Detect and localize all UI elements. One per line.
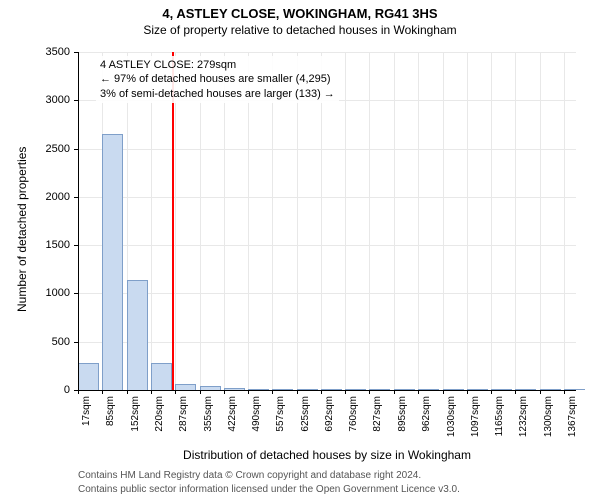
x-tick-label: 17sqm <box>81 396 92 426</box>
chart-subtitle: Size of property relative to detached ho… <box>0 21 600 37</box>
chart-title: 4, ASTLEY CLOSE, WOKINGHAM, RG41 3HS <box>0 0 600 21</box>
x-tick-label: 962sqm <box>421 396 432 432</box>
gridline-vertical <box>491 52 492 390</box>
x-tick-label: 1367sqm <box>567 396 578 437</box>
x-tick-label: 220sqm <box>154 396 165 432</box>
gridline-horizontal <box>78 293 576 294</box>
gridline-vertical <box>443 52 444 390</box>
y-tick-label: 1500 <box>30 239 70 251</box>
gridline-vertical <box>564 52 565 390</box>
x-tick-label: 1165sqm <box>494 396 505 436</box>
annot-line-3: 3% of semi-detached houses are larger (1… <box>100 87 335 101</box>
gridline-vertical <box>515 52 516 390</box>
x-axis-label: Distribution of detached houses by size … <box>78 448 576 462</box>
histogram-bar <box>127 280 148 390</box>
y-tick-label: 2500 <box>30 143 70 155</box>
annotation-box: 4 ASTLEY CLOSE: 279sqm← 97% of detached … <box>96 56 339 103</box>
x-tick-label: 1097sqm <box>470 396 481 437</box>
x-tick-label: 1232sqm <box>518 396 529 437</box>
gridline-horizontal <box>78 149 576 150</box>
x-tick-label: 1030sqm <box>446 396 457 437</box>
y-tick-label: 1000 <box>30 287 70 299</box>
gridline-horizontal <box>78 52 576 53</box>
x-tick-label: 827sqm <box>372 396 383 432</box>
x-tick-label: 895sqm <box>397 396 408 432</box>
x-tick-label: 625sqm <box>300 396 311 432</box>
x-tick-label: 760sqm <box>348 396 359 432</box>
footer-line-2: Contains public sector information licen… <box>78 484 460 495</box>
x-tick-label: 692sqm <box>324 396 335 432</box>
x-tick-label: 85sqm <box>105 396 116 426</box>
gridline-vertical <box>394 52 395 390</box>
annot-line-1: 4 ASTLEY CLOSE: 279sqm <box>100 58 335 72</box>
y-tick-label: 0 <box>30 384 70 396</box>
gridline-horizontal <box>78 245 576 246</box>
gridline-vertical <box>418 52 419 390</box>
histogram-bar <box>102 134 123 390</box>
x-tick-label: 422sqm <box>227 396 238 432</box>
y-tick-label: 3000 <box>30 94 70 106</box>
x-tick-label: 557sqm <box>275 396 286 432</box>
gridline-vertical <box>467 52 468 390</box>
chart-plot-area: 17sqm85sqm152sqm220sqm287sqm355sqm422sqm… <box>78 52 576 390</box>
y-tick-label: 2000 <box>30 191 70 203</box>
annot-line-2: ← 97% of detached houses are smaller (4,… <box>100 72 335 86</box>
histogram-bar <box>151 363 172 390</box>
histogram-bar <box>78 363 99 390</box>
x-tick-label: 355sqm <box>203 396 214 432</box>
y-axis-label: Number of detached properties <box>15 132 29 312</box>
gridline-vertical <box>540 52 541 390</box>
gridline-vertical <box>345 52 346 390</box>
x-tick-label: 1300sqm <box>543 396 554 437</box>
x-tick-label: 152sqm <box>130 396 141 432</box>
x-tick-label: 490sqm <box>251 396 262 432</box>
gridline-horizontal <box>78 197 576 198</box>
gridline-vertical <box>369 52 370 390</box>
gridline-horizontal <box>78 342 576 343</box>
footer-line-1: Contains HM Land Registry data © Crown c… <box>78 470 421 481</box>
y-tick-label: 3500 <box>30 46 70 58</box>
y-tick-label: 500 <box>30 336 70 348</box>
x-tick-label: 287sqm <box>178 396 189 432</box>
